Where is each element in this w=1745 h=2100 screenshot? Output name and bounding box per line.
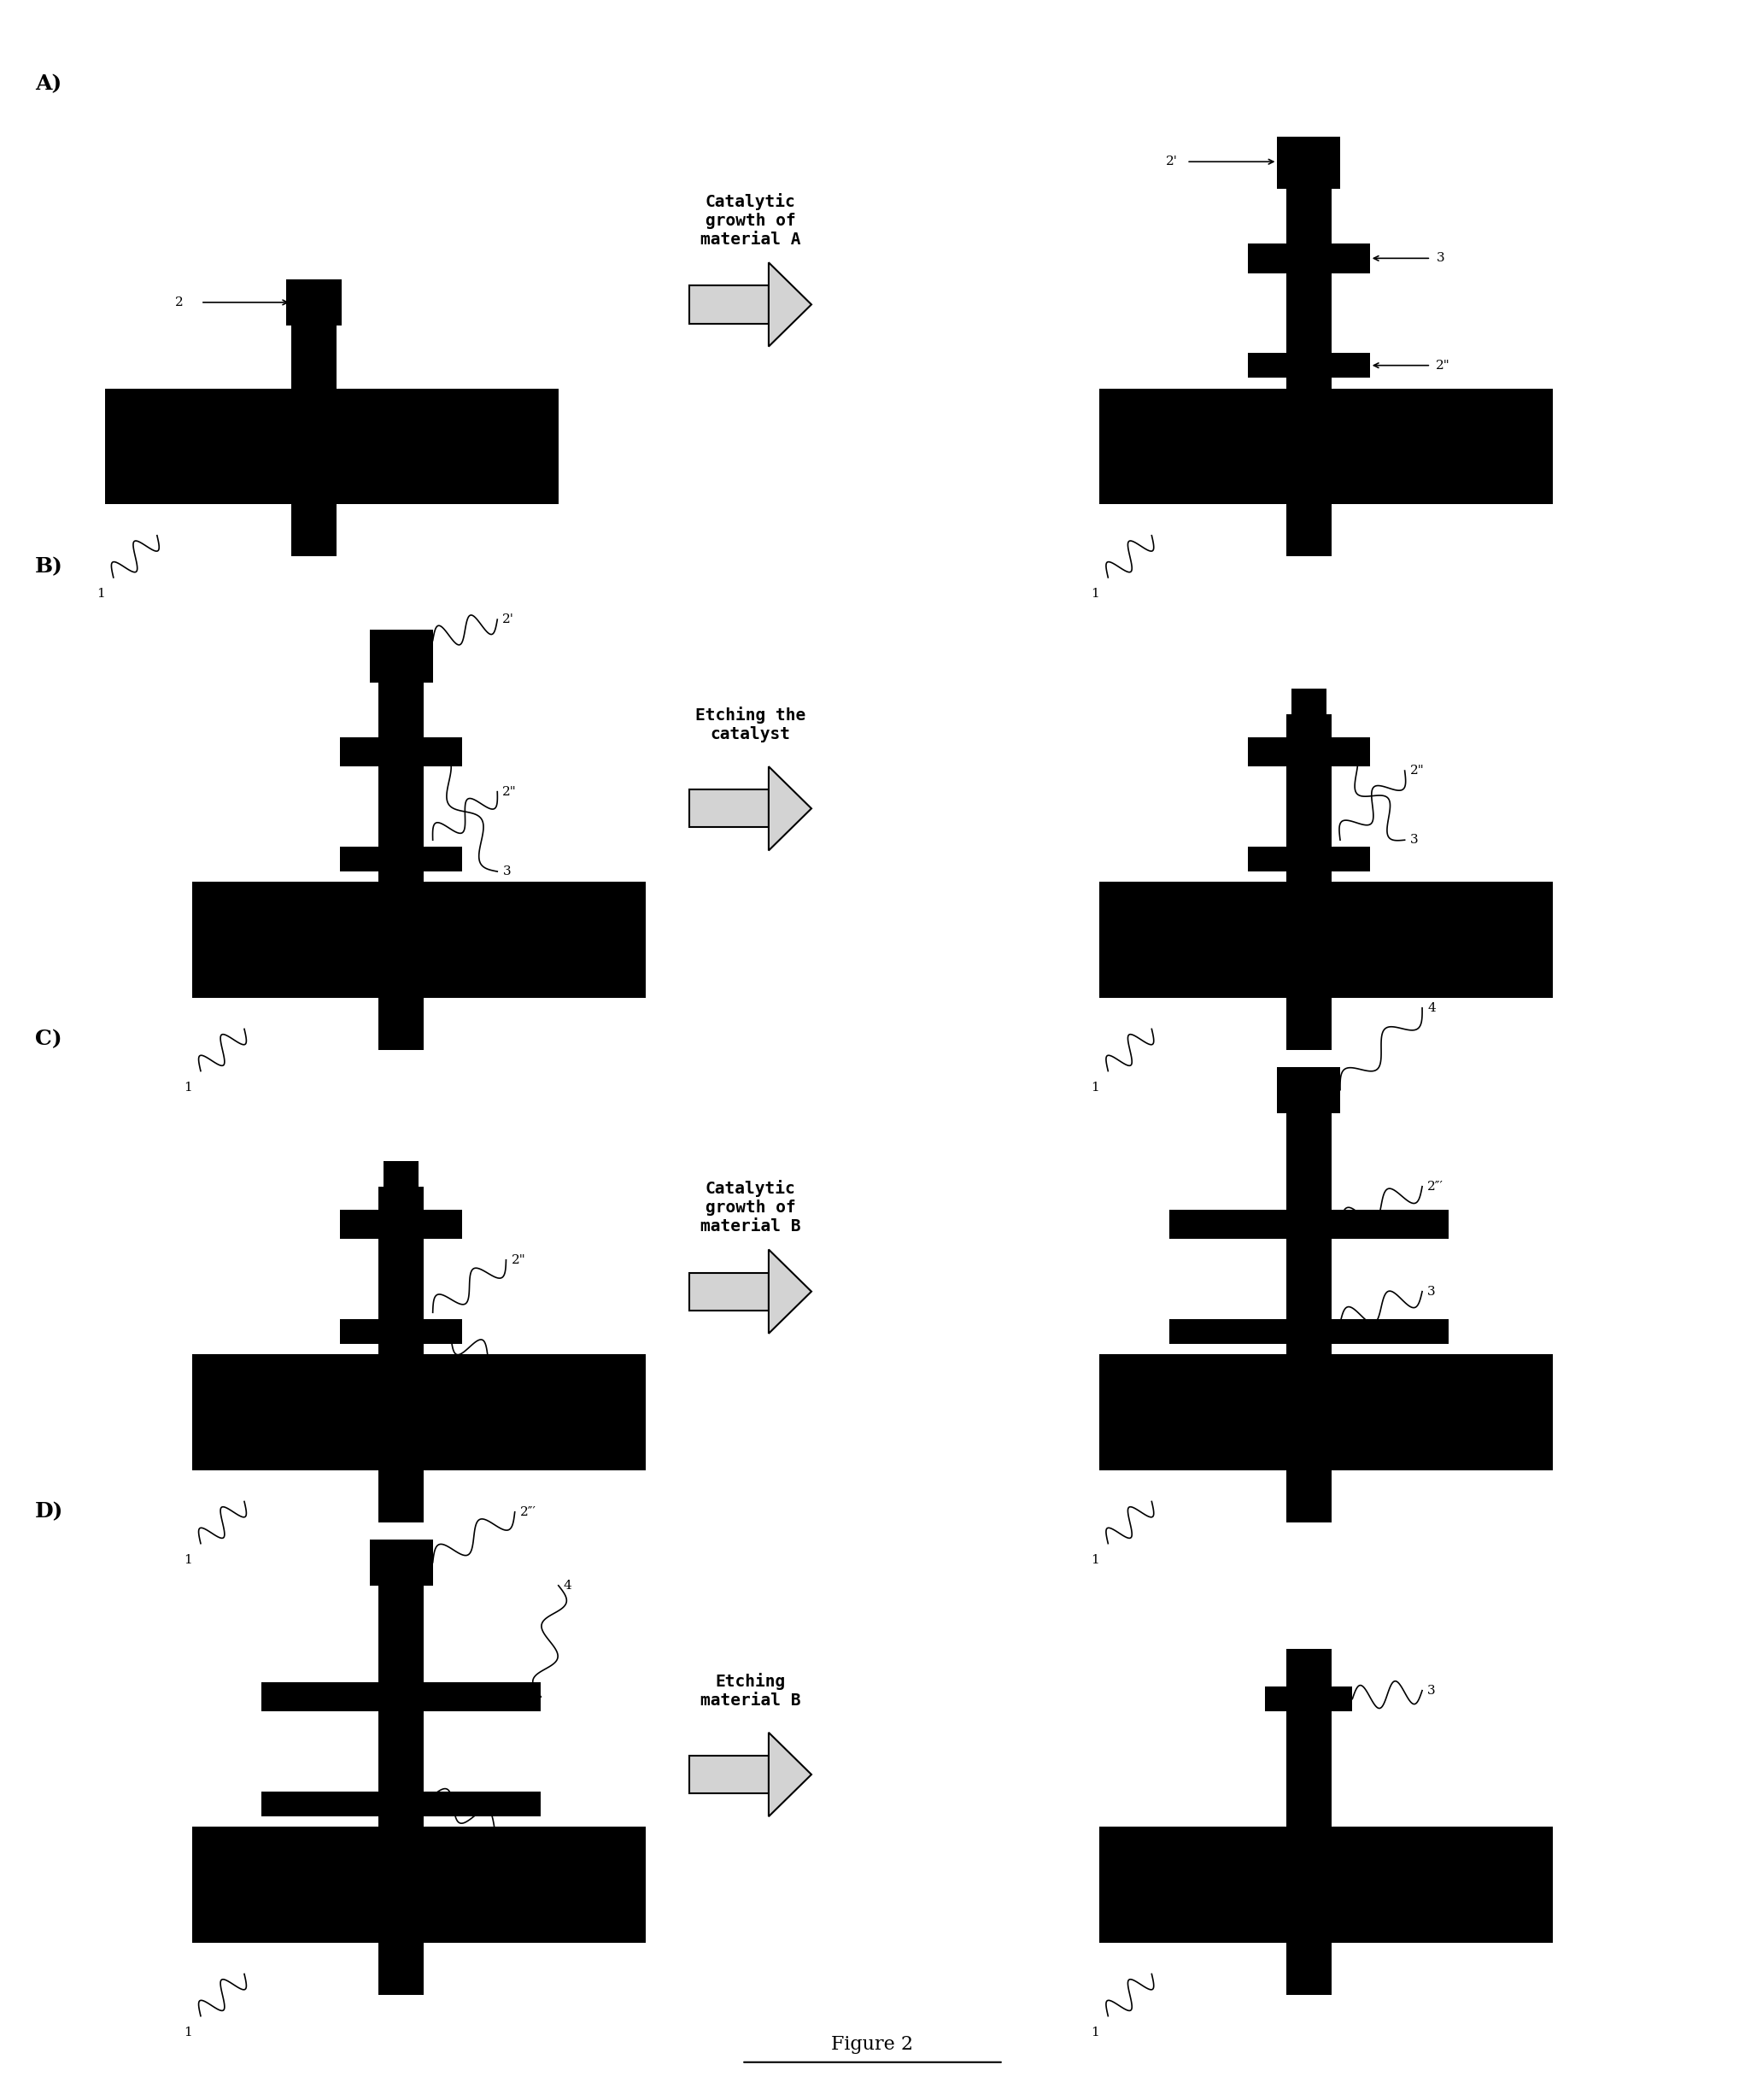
Bar <box>379 1186 424 1522</box>
Text: 1: 1 <box>183 1554 192 1567</box>
Bar <box>1248 846 1286 871</box>
Bar <box>689 1756 768 1793</box>
Polygon shape <box>768 766 811 850</box>
Bar <box>1169 1319 1286 1344</box>
Text: D): D) <box>35 1502 63 1522</box>
Bar <box>262 1682 379 1712</box>
Bar <box>1331 1319 1448 1344</box>
Bar <box>1331 353 1370 378</box>
Text: 1: 1 <box>1091 1082 1099 1094</box>
Bar <box>192 882 646 997</box>
Text: 1: 1 <box>1091 2026 1099 2039</box>
Bar <box>192 1827 646 1942</box>
Bar <box>689 790 768 827</box>
Text: 2': 2' <box>503 613 515 626</box>
Bar <box>192 1354 646 1470</box>
Bar <box>340 1319 379 1344</box>
Text: Catalytic
growth of
material B: Catalytic growth of material B <box>700 1180 801 1235</box>
Bar <box>1331 846 1370 871</box>
Text: 1: 1 <box>1091 588 1099 601</box>
Bar <box>424 1319 462 1344</box>
Text: 1: 1 <box>183 1082 192 1094</box>
Bar <box>1291 689 1326 714</box>
Bar <box>379 1586 424 1995</box>
Text: 3: 3 <box>503 865 511 878</box>
Bar <box>262 1791 379 1816</box>
Text: 2': 2' <box>1166 155 1178 168</box>
Bar <box>340 846 379 871</box>
Bar <box>1099 388 1553 504</box>
Bar <box>384 1161 419 1186</box>
Bar <box>286 279 342 326</box>
Bar <box>689 1273 768 1310</box>
Text: 2″′: 2″′ <box>1427 1180 1443 1193</box>
Text: 4: 4 <box>1427 1002 1436 1014</box>
Bar <box>1099 1827 1553 1942</box>
Bar <box>1286 1113 1331 1522</box>
Text: A): A) <box>35 74 61 94</box>
Bar <box>424 1210 462 1239</box>
Bar <box>291 326 337 557</box>
Bar <box>340 737 379 766</box>
Bar <box>379 682 424 1050</box>
Polygon shape <box>768 262 811 346</box>
Bar <box>370 630 433 682</box>
Bar <box>105 388 558 504</box>
Text: 3: 3 <box>520 1831 529 1844</box>
Bar <box>689 286 768 323</box>
Text: B): B) <box>35 556 63 578</box>
Text: 3: 3 <box>511 1359 520 1371</box>
Text: 3: 3 <box>1436 252 1445 265</box>
Text: 2": 2" <box>1436 359 1450 372</box>
Bar <box>1277 136 1340 189</box>
Bar <box>1099 1354 1553 1470</box>
Text: 1: 1 <box>183 2026 192 2039</box>
Bar <box>1331 244 1370 273</box>
Text: 1: 1 <box>1091 1554 1099 1567</box>
Text: 3: 3 <box>1410 834 1419 846</box>
Text: Etching the
catalyst: Etching the catalyst <box>695 706 806 743</box>
Bar <box>1286 1648 1331 1995</box>
Bar <box>1099 882 1553 997</box>
Text: 3: 3 <box>1427 1285 1436 1298</box>
Text: 1: 1 <box>96 588 105 601</box>
Text: 2: 2 <box>175 296 183 309</box>
Bar <box>1331 1210 1448 1239</box>
Bar <box>370 1539 433 1586</box>
Bar <box>1169 1210 1286 1239</box>
Text: Catalytic
growth of
material A: Catalytic growth of material A <box>700 193 801 248</box>
Bar <box>1331 1686 1352 1712</box>
Polygon shape <box>768 1250 811 1334</box>
Bar <box>1277 1067 1340 1113</box>
Text: 4: 4 <box>564 1579 572 1592</box>
Text: Etching
material B: Etching material B <box>700 1672 801 1709</box>
Bar <box>1286 714 1331 1050</box>
Bar <box>1248 737 1286 766</box>
Bar <box>424 1791 541 1816</box>
Bar <box>1265 1686 1286 1712</box>
Bar <box>384 1579 419 1632</box>
Text: 2": 2" <box>511 1254 525 1266</box>
Text: Figure 2: Figure 2 <box>832 2035 913 2054</box>
Bar <box>1331 737 1370 766</box>
Bar <box>424 737 462 766</box>
Text: 2″′: 2″′ <box>520 1506 536 1518</box>
Bar <box>1291 1107 1326 1159</box>
Bar <box>340 1210 379 1239</box>
Bar <box>1248 353 1286 378</box>
Bar <box>424 846 462 871</box>
Bar <box>1248 244 1286 273</box>
Text: 2": 2" <box>1410 764 1424 777</box>
Polygon shape <box>768 1732 811 1816</box>
Bar <box>424 1682 541 1712</box>
Text: 2": 2" <box>503 785 517 798</box>
Text: C): C) <box>35 1029 61 1050</box>
Bar <box>1286 189 1331 556</box>
Text: 3: 3 <box>1427 1684 1436 1697</box>
